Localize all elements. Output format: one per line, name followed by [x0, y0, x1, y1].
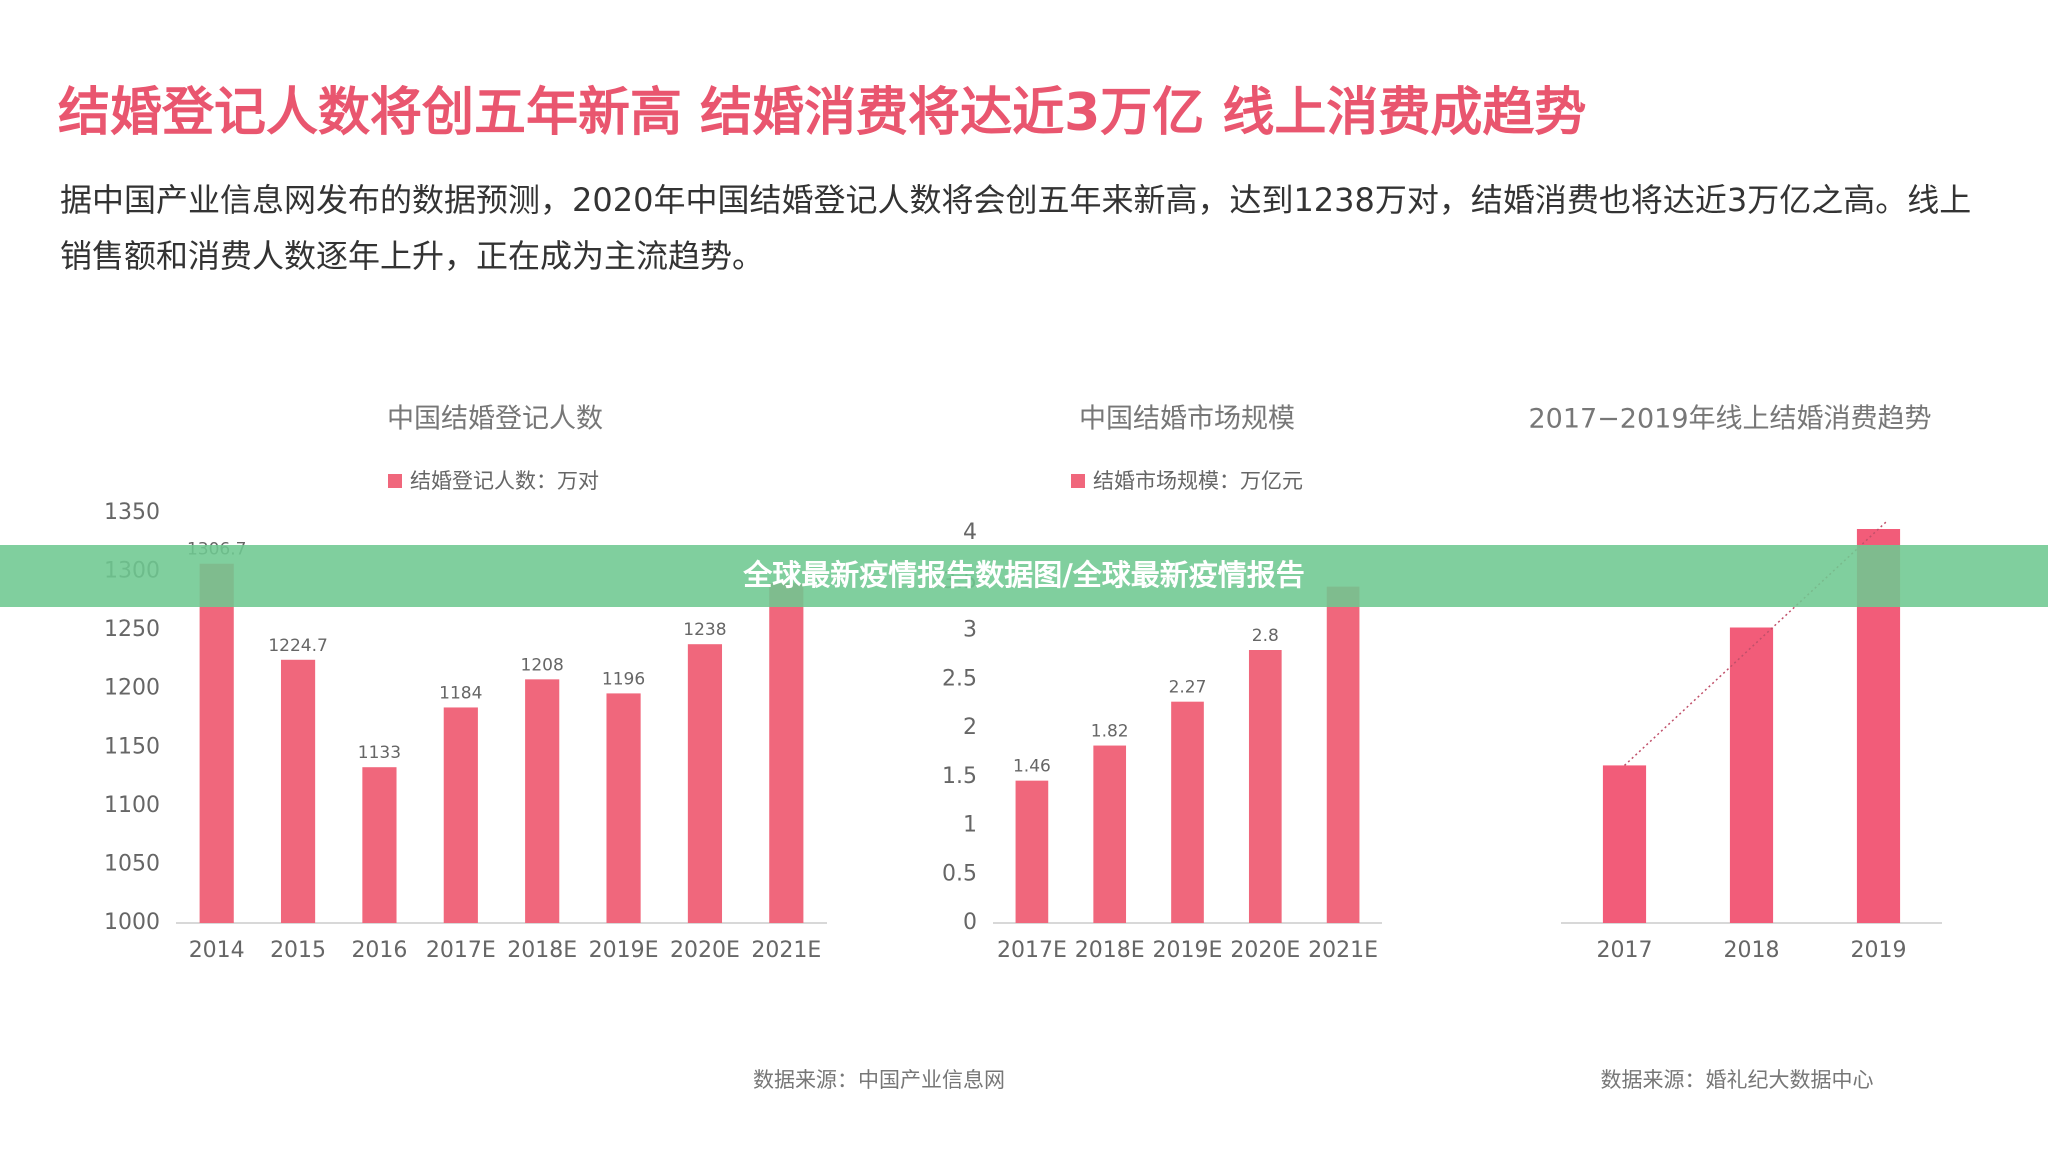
x-tick-label: 2018 [1724, 938, 1780, 963]
x-tick-label: 2016 [351, 938, 407, 963]
y-tick-label: 1350 [104, 500, 160, 525]
legend-label: 结婚登记人数：万对 [410, 469, 599, 493]
y-tick-label: 3 [963, 618, 977, 643]
bar [280, 659, 316, 923]
value-label: 1306.7 [187, 540, 246, 560]
y-tick-label: 0 [963, 910, 977, 935]
x-tick-label: 2021E [1308, 938, 1378, 963]
x-tick-label: 2017 [1597, 938, 1653, 963]
legend-swatch [1071, 474, 1085, 488]
y-tick-label: 1100 [104, 793, 160, 818]
bar [1602, 765, 1647, 923]
bar [1093, 745, 1127, 923]
source: 数据来源：中国产业信息网 [753, 1068, 1005, 1092]
bar [443, 707, 478, 923]
y-tick-label: 1.5 [942, 764, 977, 789]
y-tick-label: 1300 [104, 559, 160, 584]
x-tick-label: 2019E [1153, 938, 1223, 963]
value-label: 1184 [439, 683, 482, 703]
x-tick-label: 2021E [751, 938, 821, 963]
legend-label: 结婚市场规模：万亿元 [1093, 469, 1303, 493]
value-label: 1.46 [1013, 757, 1051, 777]
chart-title: 中国结婚市场规模 [1079, 404, 1295, 435]
x-tick-label: 2015 [270, 938, 326, 963]
bar [1171, 701, 1204, 923]
y-tick-label: 4 [963, 520, 977, 545]
bar [1729, 627, 1774, 923]
value-label: 2.27 [1169, 678, 1207, 698]
bar [1856, 529, 1901, 923]
bar [769, 583, 804, 923]
bar [1248, 650, 1282, 923]
x-tick-label: 2019 [1851, 938, 1907, 963]
legend-swatch [388, 474, 402, 488]
value-label: 1238 [683, 620, 726, 640]
x-tick-label: 2018E [507, 938, 577, 963]
value-label: 1208 [521, 655, 564, 675]
y-tick-label: 1050 [104, 851, 160, 876]
y-tick-label: 1150 [104, 734, 160, 759]
y-tick-label: 1000 [104, 910, 160, 935]
bar [362, 767, 397, 923]
y-tick-label: 3.5 [942, 569, 977, 594]
value-label: 1133 [358, 743, 401, 763]
y-tick-label: 1 [963, 813, 977, 838]
y-tick-label: 2.5 [942, 666, 977, 691]
bar [1326, 586, 1360, 923]
source: 数据来源：婚礼纪大数据中心 [1601, 1068, 1874, 1092]
x-tick-label: 2020E [1230, 938, 1300, 963]
value-label: 2.8 [1252, 626, 1279, 646]
description: 据中国产业信息网发布的数据预测，2020年中国结婚登记人数将会创五年来新高，达到… [60, 181, 1972, 275]
x-tick-label: 2017E [997, 938, 1067, 963]
page-title: 结婚登记人数将创五年新高 结婚消费将达近3万亿 线上消费成趋势 [58, 83, 1586, 143]
x-tick-label: 2019E [589, 938, 659, 963]
x-tick-label: 2017E [426, 938, 496, 963]
value-label: 1.82 [1091, 722, 1129, 742]
y-tick-label: 1200 [104, 676, 160, 701]
value-label: 1196 [602, 669, 645, 689]
value-label: 1224.7 [268, 636, 327, 656]
bar [606, 693, 641, 923]
x-tick-label: 2018E [1075, 938, 1145, 963]
bar [687, 644, 723, 923]
y-tick-label: 1250 [104, 617, 160, 642]
bar [1015, 780, 1049, 923]
chart-title: 中国结婚登记人数 [387, 404, 603, 435]
x-tick-label: 2014 [189, 938, 245, 963]
bar [525, 679, 560, 923]
x-tick-label: 2020E [670, 938, 740, 963]
chart-title: 2017−2019年线上结婚消费趋势 [1528, 404, 1931, 435]
y-tick-label: 2 [963, 715, 977, 740]
y-tick-label: 0.5 [942, 861, 977, 886]
bar [199, 563, 234, 923]
